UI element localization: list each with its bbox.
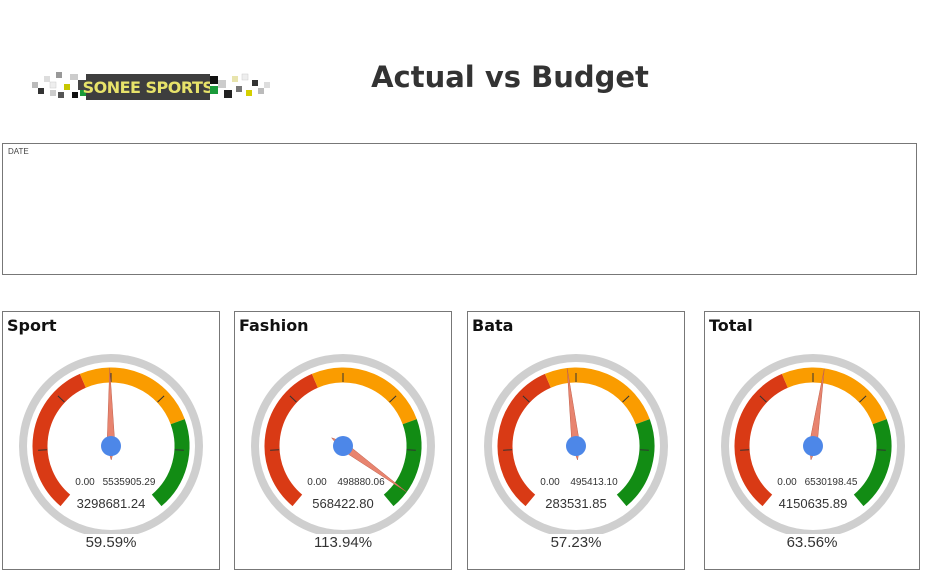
gauge-hub: [101, 436, 121, 456]
gauge-value-label: 4150635.89: [779, 496, 848, 511]
gauge-hub: [803, 436, 823, 456]
gauge-title: Bata: [472, 316, 514, 335]
gauge-band-low: [32, 373, 87, 507]
gauge-tick: [503, 449, 513, 451]
gauge-band-mid: [79, 367, 185, 425]
gauge-card-fashion[interactable]: Fashion 0.00 498880.06 568422.80 113.94%: [234, 311, 452, 570]
gauge-tick: [406, 449, 416, 451]
gauge-title: Total: [709, 316, 753, 335]
gauge-title: Fashion: [239, 316, 309, 335]
gauge-percent: 113.94%: [313, 534, 373, 551]
gauge-min-label: 0.00: [777, 477, 797, 488]
gauge-band-high: [151, 419, 190, 507]
gauge-value-label: 3298681.24: [77, 496, 146, 511]
gauge-card-sport[interactable]: Sport 0.00 5535905.29 3298681.24 59.59%: [2, 311, 220, 570]
gauge-min-label: 0.00: [540, 477, 560, 488]
gauge-band-mid: [544, 367, 650, 425]
sport-gauge: 0.00 5535905.29 3298681.24: [19, 354, 203, 534]
gauge-card-total[interactable]: Total 0.00 6530198.45 4150635.89 63.56%: [704, 311, 920, 570]
gauge-tick: [38, 449, 48, 451]
sonee-sports-logo: SONEE SPORTS: [32, 72, 270, 100]
gauge-min-label: 0.00: [307, 477, 327, 488]
gauge-max-label: 498880.06: [337, 477, 385, 488]
gauge-max-label: 6530198.45: [805, 477, 858, 488]
gauge-tick: [876, 449, 886, 451]
gauge-band-high: [383, 419, 422, 507]
gauge-band-low: [264, 373, 319, 507]
gauge-tick: [622, 395, 630, 403]
gauge-tick: [759, 395, 767, 403]
date-slicer[interactable]: DATE: [2, 143, 917, 275]
gauge-tick: [389, 395, 397, 403]
gauge-max-label: 5535905.29: [103, 477, 156, 488]
gauge-max-label: 495413.10: [570, 477, 618, 488]
gauge-tick: [270, 449, 280, 451]
gauge-band-low: [734, 373, 789, 507]
bata-gauge: 0.00 495413.10 283531.85: [484, 354, 668, 534]
gauge-band-low: [497, 373, 552, 507]
fashion-gauge: 0.00 498880.06 568422.80: [251, 354, 435, 534]
gauge-percent: 63.56%: [786, 534, 838, 551]
gauge-band-high: [616, 419, 655, 507]
gauge-tick: [740, 449, 750, 451]
gauge-band-mid: [781, 367, 887, 425]
gauge-card-bata[interactable]: Bata 0.00 495413.10 283531.85 57.23%: [467, 311, 685, 570]
gauge-tick: [57, 395, 65, 403]
gauge-hub: [333, 436, 353, 456]
gauge-value-label: 283531.85: [545, 496, 606, 511]
gauge-tick: [859, 395, 867, 403]
total-gauge: 0.00 6530198.45 4150635.89: [721, 354, 905, 534]
gauge-percent: 57.23%: [550, 534, 602, 551]
gauge-title: Sport: [7, 316, 57, 335]
gauge-tick: [639, 449, 649, 451]
gauge-band-mid: [311, 367, 417, 425]
gauge-value-label: 568422.80: [312, 496, 373, 511]
gauge-tick: [289, 395, 297, 403]
gauge-tick: [174, 449, 184, 451]
gauge-band-high: [853, 419, 892, 507]
date-slicer-label: DATE: [8, 147, 29, 156]
gauge-percent: 59.59%: [85, 534, 137, 551]
gauge-tick: [522, 395, 530, 403]
page-title: Actual vs Budget: [371, 60, 649, 94]
gauge-hub: [566, 436, 586, 456]
logo-text: SONEE SPORTS: [83, 78, 214, 97]
gauge-tick: [157, 395, 165, 403]
gauge-min-label: 0.00: [75, 477, 95, 488]
